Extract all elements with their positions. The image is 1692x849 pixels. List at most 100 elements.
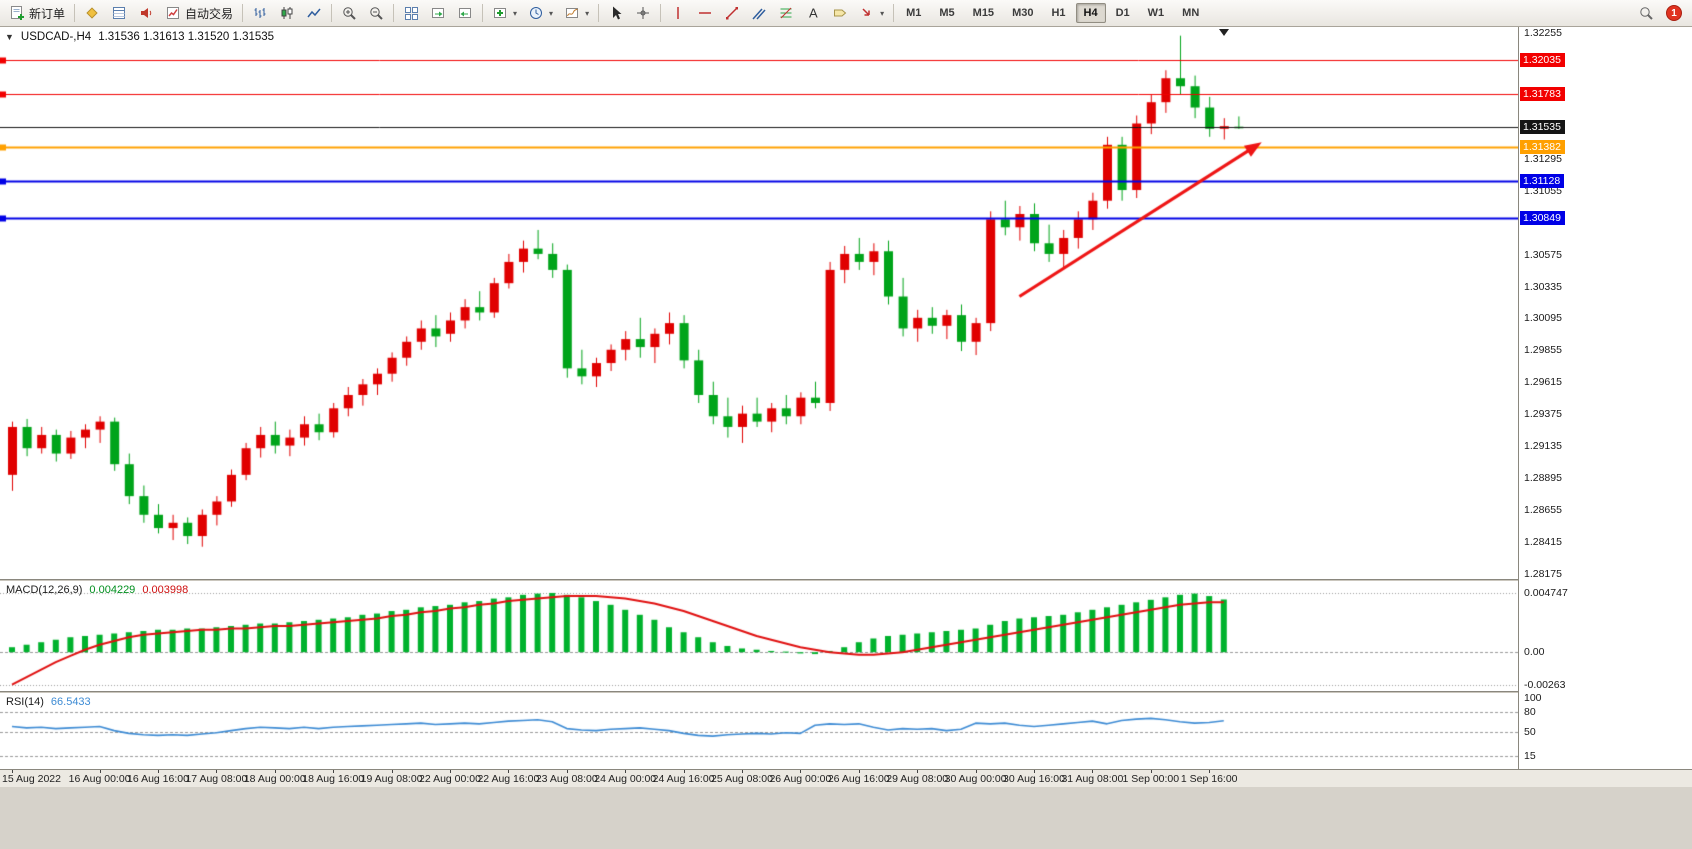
time-axis-label: 31 Aug 08:00	[1061, 773, 1124, 785]
market-news-button[interactable]	[133, 2, 159, 24]
dropdown-caret-icon: ▾	[585, 8, 590, 18]
horizontal-line-button[interactable]	[692, 2, 718, 24]
window-footer	[0, 787, 1692, 849]
macd-axis-tick: 0.00	[1524, 646, 1545, 659]
search-button[interactable]	[1633, 2, 1659, 24]
rsi-axis-tick: 80	[1524, 705, 1536, 718]
new-order-label: 新订单	[29, 6, 66, 21]
metaeditor-icon	[86, 7, 98, 19]
macd-axis-tick: 0.004747	[1524, 587, 1568, 599]
timeframe-button-w1[interactable]: W1	[1140, 3, 1173, 23]
rsi-indicator-canvas[interactable]	[0, 693, 1518, 769]
time-axis-label: 1 Sep 00:00	[1122, 773, 1180, 785]
timeframe-button-mn[interactable]: MN	[1174, 3, 1207, 23]
channel-button[interactable]	[746, 2, 772, 24]
tile-windows-button[interactable]	[398, 2, 424, 24]
zoom-in-button[interactable]	[336, 2, 362, 24]
candlestick-chart-button[interactable]	[274, 2, 300, 24]
time-axis-tick	[1209, 770, 1211, 773]
time-axis-tick	[1150, 770, 1152, 773]
time-axis-tick	[391, 770, 393, 773]
data-window-button[interactable]	[106, 2, 132, 24]
time-axis-label: 26 Aug 16:00	[827, 773, 890, 785]
label-button[interactable]	[827, 2, 853, 24]
price-axis-tick: 1.30575	[1524, 248, 1562, 261]
timeframe-button-h1[interactable]: H1	[1043, 3, 1073, 23]
one-click-trading-toggle[interactable]: ▼	[5, 32, 14, 42]
time-axis-tick	[274, 770, 276, 773]
panel-splitter[interactable]	[0, 579, 1692, 581]
arrows-button[interactable]: ▾	[854, 2, 889, 24]
time-axis-tick	[158, 770, 159, 773]
toolbar-separator	[331, 4, 333, 22]
bar-chart-button[interactable]	[247, 2, 273, 24]
metaeditor-button[interactable]	[79, 2, 105, 24]
timeframe-button-m30[interactable]: M30	[1004, 3, 1041, 23]
dropdown-caret-icon: ▾	[549, 8, 554, 18]
svg-text:A: A	[809, 6, 818, 21]
news-speaker-icon	[141, 8, 152, 18]
zoom-out-button[interactable]	[363, 2, 389, 24]
vertical-line-button[interactable]	[665, 2, 691, 24]
horizontal-line-icon	[699, 12, 712, 14]
auto-trading-button[interactable]: 自动交易	[160, 2, 238, 24]
time-axis-tick	[1034, 770, 1035, 773]
data-window-icon	[113, 7, 126, 19]
chart-shift-button[interactable]	[452, 2, 478, 24]
fibonacci-button[interactable]	[773, 2, 799, 24]
price-line-label: 1.31128	[1520, 173, 1565, 188]
time-axis[interactable]: 15 Aug 2022 16 Aug 00:00 16 Aug 16:00 17 Au…	[0, 769, 1692, 787]
time-axis-tick	[99, 770, 101, 773]
cursor-icon	[613, 6, 622, 20]
label-tag-icon	[834, 9, 847, 17]
timeframe-group: M1 M5 M15 M30 H1 H4 D1 W1 MN	[898, 3, 1207, 23]
price-chart-panel: ▼ USDCAD-,H4 1.31536 1.31613 1.31520 1.3…	[0, 27, 1518, 579]
panel-splitter[interactable]	[0, 691, 1692, 693]
trendline-button[interactable]	[719, 2, 745, 24]
templates-button[interactable]: ▾	[559, 2, 594, 24]
timeframe-button-m1[interactable]: M1	[898, 3, 929, 23]
cursor-button[interactable]	[603, 2, 629, 24]
macd-indicator-canvas[interactable]	[0, 581, 1518, 691]
time-axis-label: 18 Aug 00:00	[243, 773, 306, 785]
tile-windows-icon	[405, 7, 419, 20]
line-chart-button[interactable]	[301, 2, 327, 24]
indicators-button[interactable]: ▾	[487, 2, 522, 24]
crosshair-button[interactable]	[630, 2, 656, 24]
dropdown-caret-icon: ▾	[513, 8, 518, 18]
price-axis-tick: 1.30335	[1524, 280, 1562, 293]
time-axis-label: 22 Aug 16:00	[477, 773, 540, 785]
new-order-icon	[11, 6, 24, 20]
macd-name: MACD(12,26,9)	[6, 584, 83, 596]
macd-main-value: 0.004229	[89, 584, 136, 596]
candlestick-chart-canvas[interactable]	[0, 27, 1518, 579]
timeframe-button-h4[interactable]: H4	[1075, 3, 1106, 23]
timeframe-button-m15[interactable]: M15	[965, 3, 1002, 23]
chart-shift-marker[interactable]	[1218, 29, 1229, 36]
periods-button[interactable]: ▾	[523, 2, 558, 24]
zoom-in-icon	[343, 7, 356, 20]
text-button[interactable]: A	[800, 2, 826, 24]
price-axis-tick: 1.32255	[1524, 27, 1562, 39]
zoom-out-icon	[370, 7, 383, 20]
time-axis-tick	[858, 770, 860, 773]
new-order-button[interactable]: 新订单	[4, 2, 70, 24]
price-axis-tick: 1.28175	[1524, 568, 1562, 580]
notification-badge[interactable]: 1	[1666, 5, 1682, 21]
auto-scroll-button[interactable]	[425, 2, 451, 24]
toolbar-separator	[660, 4, 662, 22]
price-axis[interactable]: 1.32255 1.31295 1.31055 1.30575 1.30335 1.300…	[1518, 27, 1692, 769]
time-axis-label: 29 Aug 08:00	[886, 773, 949, 785]
indicators-icon	[494, 8, 507, 18]
time-axis-label: 25 Aug 08:00	[711, 773, 773, 785]
timeframe-button-d1[interactable]: D1	[1108, 3, 1138, 23]
vertical-line-icon	[677, 7, 679, 19]
price-axis-tick: 1.29375	[1524, 408, 1562, 421]
trendline-icon	[726, 7, 739, 20]
price-axis-tick: 1.28655	[1524, 504, 1562, 517]
bar-chart-icon	[254, 8, 266, 18]
chart-window: ▼ USDCAD-,H4 1.31536 1.31613 1.31520 1.3…	[0, 27, 1692, 787]
auto-scroll-icon	[432, 8, 445, 18]
timeframe-button-m5[interactable]: M5	[931, 3, 962, 23]
time-axis-tick	[12, 770, 13, 773]
